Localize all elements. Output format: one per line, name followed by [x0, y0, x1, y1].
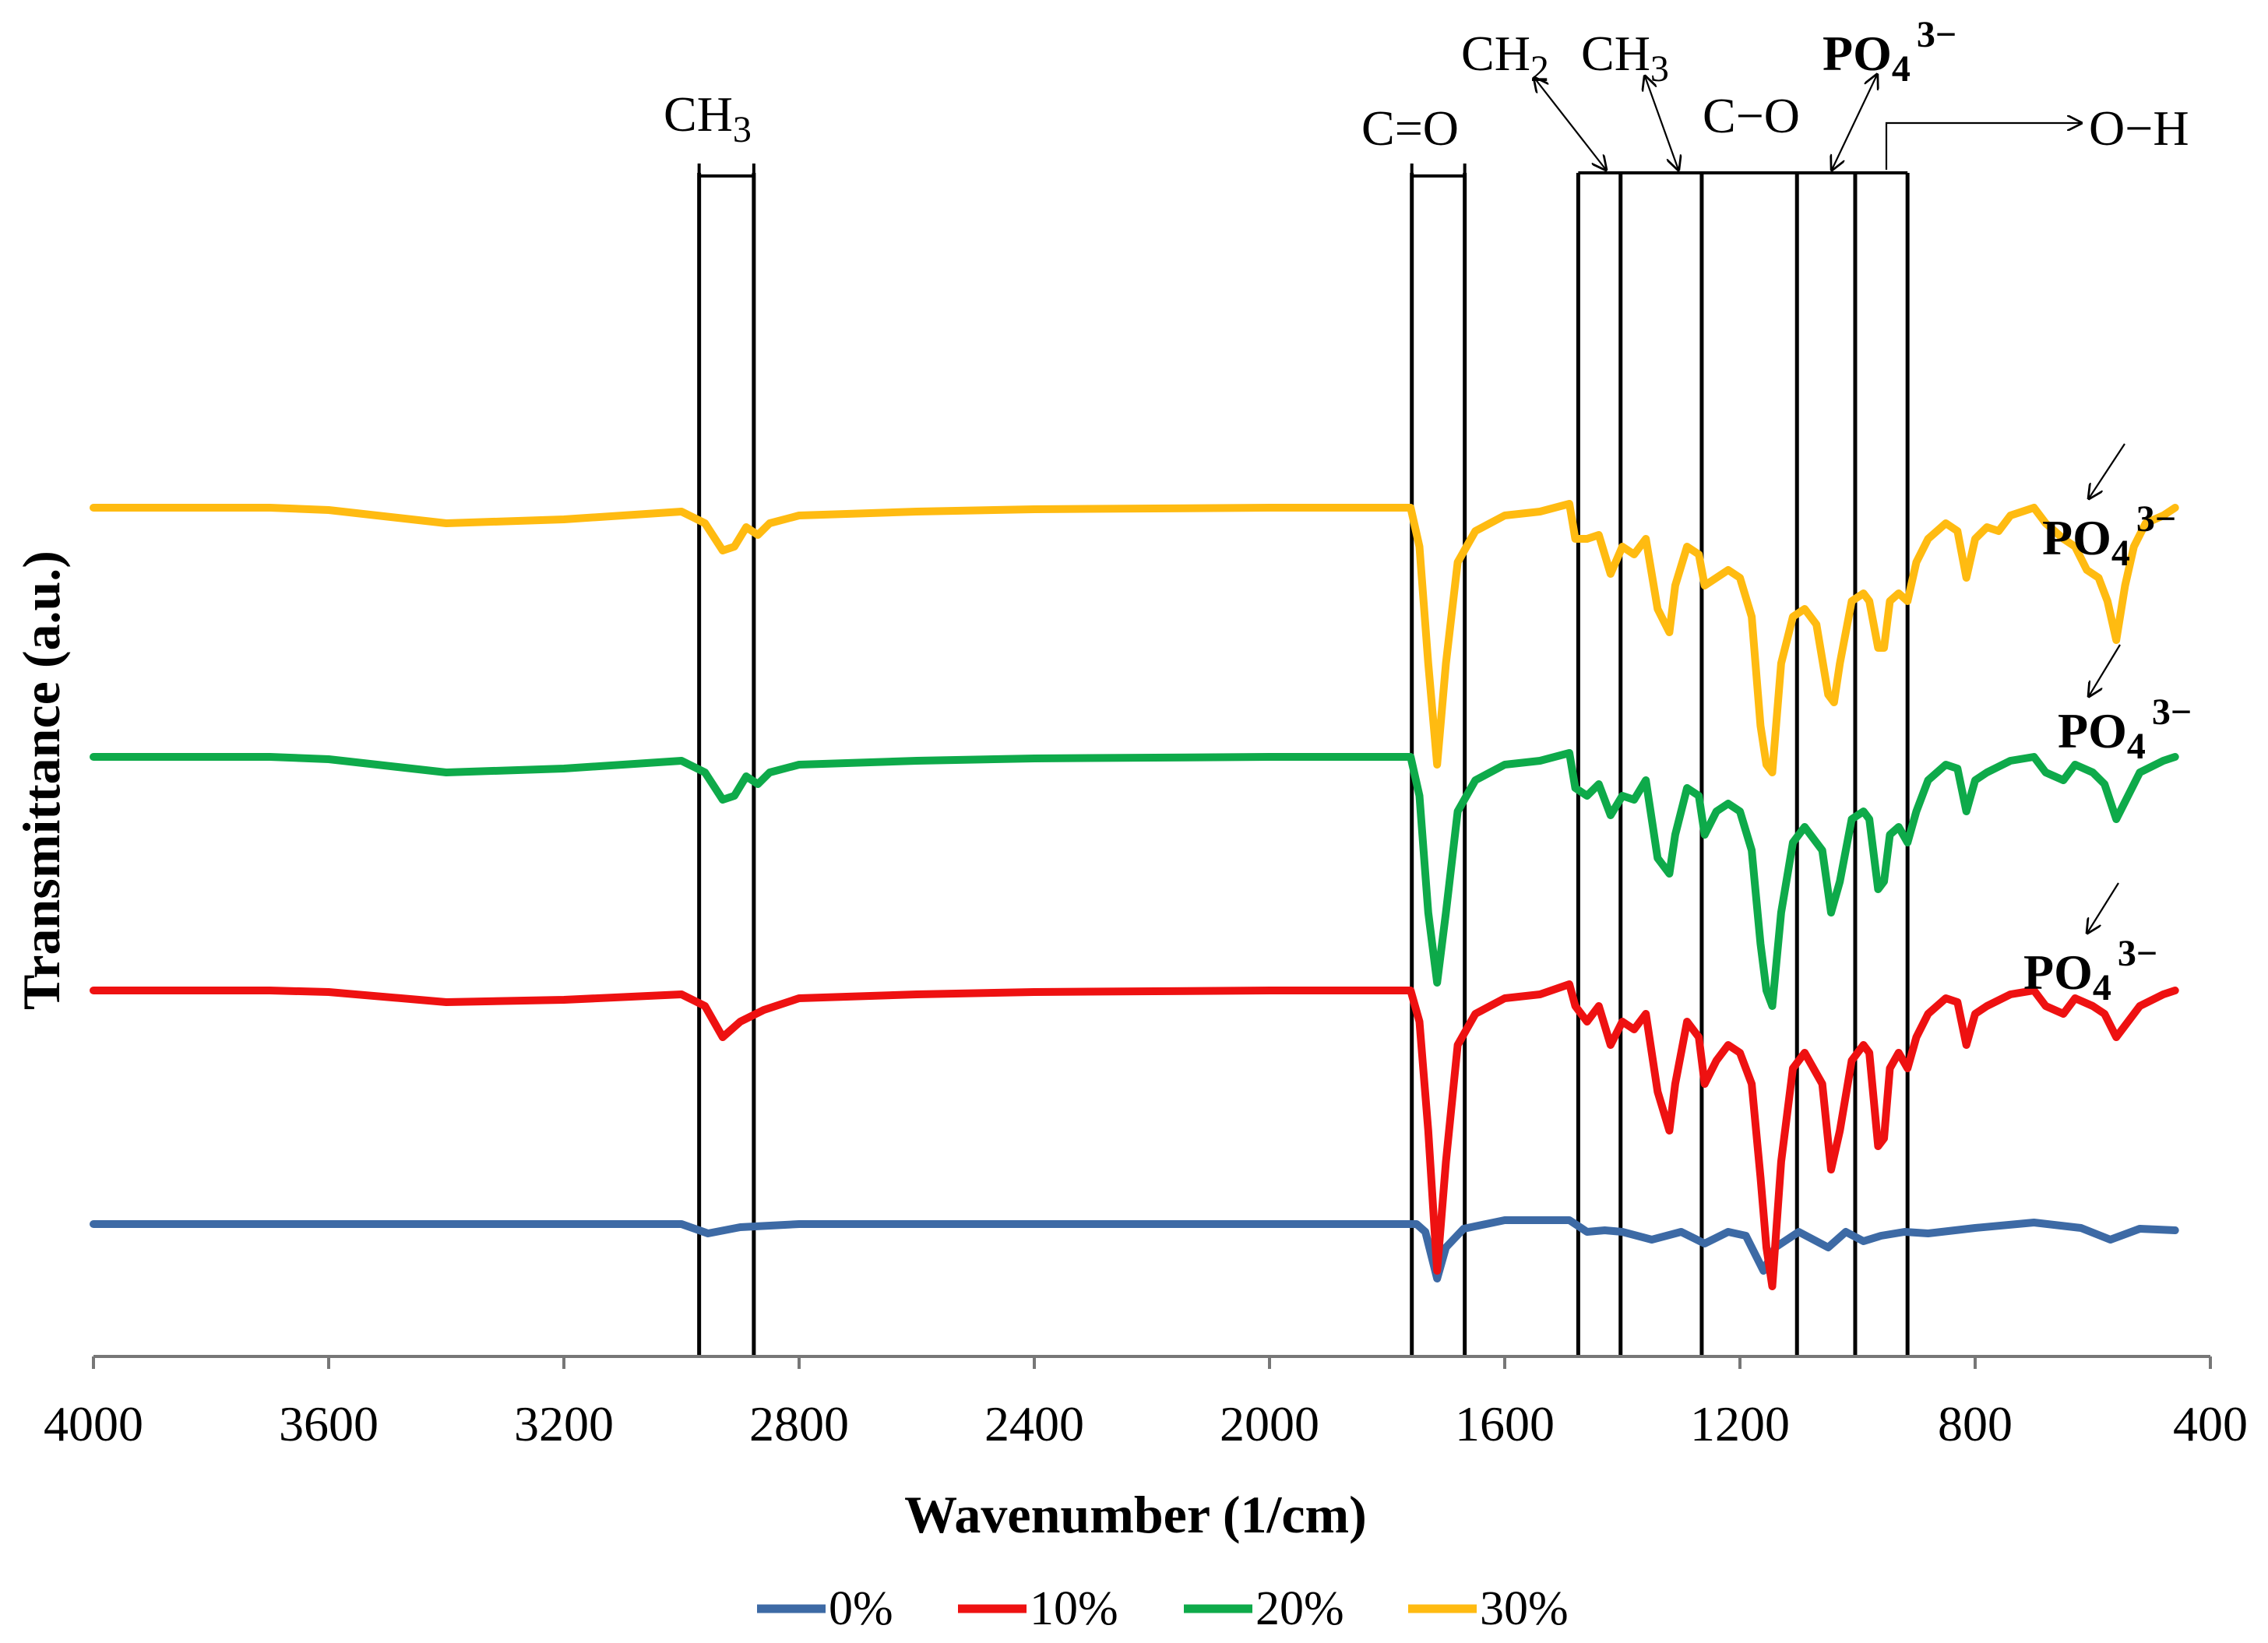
annotation-arrow — [1832, 75, 1877, 170]
y-axis-title: Transmittance (a.u.) — [12, 551, 71, 1010]
annotation-brackets — [697, 75, 2125, 933]
series-line-20pct — [90, 749, 2179, 1010]
annotation-arrow — [1885, 123, 2081, 170]
x-tick-label: 800 — [1938, 1396, 2013, 1451]
legend: 0% 10% 20% 30% — [757, 1582, 1569, 1635]
series-layer — [90, 500, 2179, 1290]
legend-label: 0% — [829, 1582, 893, 1635]
x-axis: 4000 3600 3200 2800 2400 2000 1600 1200 800 400 — [44, 1355, 2248, 1451]
annotation-label: CH3 — [1581, 26, 1669, 90]
x-tick-label: 2800 — [749, 1396, 849, 1451]
annotation-label: CH3 — [664, 86, 752, 150]
legend-label: 10% — [1030, 1582, 1118, 1635]
x-tick-label: 3200 — [514, 1396, 614, 1451]
annotation-label: PO43− — [2023, 933, 2157, 1008]
legend-label: 30% — [1480, 1582, 1569, 1635]
annotation-label: PO43− — [2058, 691, 2192, 767]
annotation-arrow — [2087, 882, 2119, 933]
annotation-arrow — [2089, 443, 2125, 498]
annotation-label: PO43− — [1822, 14, 1956, 90]
annotation-label: CH2 — [1461, 26, 1549, 90]
annotation-label: C−O — [1703, 88, 1800, 143]
annotation-label: C=O — [1361, 100, 1459, 156]
series-line-10pct — [90, 980, 2179, 1290]
series-line-0pct — [90, 1216, 2179, 1282]
x-tick-label: 4000 — [44, 1396, 143, 1451]
band-lines — [697, 173, 1910, 1356]
x-tick-label: 2000 — [1220, 1396, 1319, 1451]
legend-label: 20% — [1256, 1582, 1344, 1635]
annotation-arrow — [2089, 644, 2121, 696]
annotation-arrow — [1645, 76, 1678, 170]
x-tick-label: 2400 — [984, 1396, 1084, 1451]
annotation-label: O−H — [2089, 100, 2189, 156]
x-tick-label: 1200 — [1690, 1396, 1790, 1451]
x-tick-label: 3600 — [279, 1396, 379, 1451]
annotation-label: PO43− — [2042, 498, 2176, 574]
x-axis-title: Wavenumber (1/cm) — [904, 1485, 1367, 1544]
annotation-arrow — [1534, 78, 1606, 170]
x-tick-label: 400 — [2173, 1396, 2248, 1451]
x-tick-label: 1600 — [1455, 1396, 1555, 1451]
series-line-30pct — [90, 500, 2179, 776]
